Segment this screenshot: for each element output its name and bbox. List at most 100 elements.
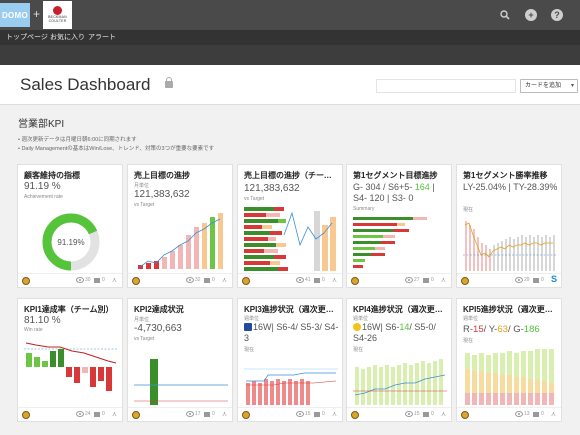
add-card-dropdown[interactable]: カードを追加 ▾ [520,79,578,93]
nav-item-favorites[interactable]: お気に入り [50,34,85,41]
bar-chart [353,217,427,268]
card-value: 16W| S6-4/ S5-3/ S4-3 [244,322,340,344]
comment-count: 0 [102,277,105,283]
comment-count: 0 [541,277,544,283]
comment-icon[interactable] [423,278,429,283]
page-header: Sales Dashboard カードを追加 ▾ [0,65,580,105]
view-count: 24 [85,411,91,417]
eye-icon [76,277,84,283]
card-subtitle: vs Target [244,196,265,202]
avatar[interactable] [242,277,250,285]
help-icon[interactable]: ? [551,9,563,21]
avatar[interactable] [461,277,469,285]
kpi-card-kpi5-weekly[interactable]: KPI5進捗状況（週次更新） 週単位 R-15/ Y-63/ G-186 現在 … [456,298,562,422]
s-badge-icon[interactable]: S [550,274,557,284]
bar-line-chart [134,359,228,405]
avatar[interactable] [22,411,30,419]
bar-line-chart [244,368,338,405]
lock-icon[interactable] [165,77,173,88]
comment-icon[interactable] [423,412,429,417]
share-icon[interactable]: ⋏ [221,277,227,284]
comment-count: 0 [102,411,105,417]
view-count: 32 [195,277,201,283]
comment-count: 0 [322,411,325,417]
card-title: KPI5進捗状況（週次更新） [463,305,555,314]
card-unit: 月単位 [134,317,150,323]
stacked-bar-chart [244,207,336,271]
share-icon[interactable]: ⋏ [440,277,446,284]
kpi-card-sales-target-team[interactable]: 売上目標の進捗（チーム別） 121,383,632 vs Target 41 0… [237,164,343,288]
kpi-card-customer-retention[interactable]: 顧客維持の指標 91.19 % Achievement rate 91.19% … [17,164,123,288]
avatar[interactable] [351,411,359,419]
card-unit: 週単位 [463,316,479,322]
comment-icon[interactable] [204,278,210,283]
share-icon[interactable]: ⋏ [440,411,446,418]
domo-logo[interactable]: DOMO [0,3,30,27]
kpi-card-sales-target[interactable]: 売上目標の進捗 月単位 121,383,632 vs Target 32 0 ⋏ [127,164,233,288]
share-icon[interactable]: ⋏ [331,411,337,418]
card-footer: 24 0 ⋏ [18,407,122,421]
comment-icon[interactable] [533,412,539,417]
comment-icon[interactable] [204,412,210,417]
avatar[interactable] [242,411,250,419]
nav-bar: トップページ お気に入り アラート [0,30,580,45]
kpi-card-kpi2[interactable]: KPI2達成状況 月単位 -4,730,663 vs Target 17 0 ⋏ [127,298,233,422]
share-icon[interactable]: ⋏ [550,411,556,418]
view-count: 30 [85,277,91,283]
value-part: 15 [473,324,484,335]
chevron-down-icon: ▾ [570,83,574,89]
avatar[interactable] [132,277,140,285]
line-bar-chart [463,221,557,271]
card-subtitle: Summary [353,206,375,212]
comment-icon[interactable] [94,278,100,283]
value-part: 186 [523,324,540,335]
kpi-card-segment1-winrate[interactable]: 第1セグメント勝率推移 LY-25.04% | TY-28.39% 現在 29 … [456,164,562,288]
card-value: R-15/ Y-63/ G-186 [463,324,540,335]
comment-icon[interactable] [94,412,100,417]
value-part: 16W| S6- [362,322,400,332]
bar-line-chart [353,359,447,405]
card-value: 121,383,632 [134,189,190,200]
kpi-card-kpi3-weekly[interactable]: KPI3進捗状況（週次更新） 週単位 16W| S6-4/ S5-3/ S4-3… [237,298,343,422]
plus-sign: + [33,7,41,21]
share-icon[interactable]: ⋏ [111,411,117,418]
share-icon[interactable]: ⋏ [111,277,117,284]
card-value: 121,383,632 [244,183,300,194]
eye-icon [405,277,413,283]
partner-logo: BECKMAN COULTER [43,1,72,29]
add-icon[interactable]: + [525,9,537,21]
card-value: -4,730,663 [134,323,182,334]
kpi-card-kpi4-weekly[interactable]: KPI4進捗状況（週次更新） 週単位 16W| S6-14/ S5-0/ S4-… [346,298,452,422]
card-title: 第1セグメント勝率推移 [463,171,548,180]
kpi-card-segment1-progress[interactable]: 第1セグメント目標進捗 G- 304 / S6+5- 164 | S4- 120… [346,164,452,288]
comment-count: 0 [431,411,434,417]
nav-item-alerts[interactable]: アラート [88,34,116,41]
search-icon[interactable] [499,9,511,21]
card-title: 第1セグメント目標進捗 [353,171,438,180]
gauge-arc [42,213,100,271]
card-footer: 15 0 ⋏ [238,407,342,421]
comment-icon[interactable] [533,278,539,283]
view-count: 15 [414,411,420,417]
comment-icon[interactable] [314,278,320,283]
comment-count: 0 [541,411,544,417]
avatar[interactable] [351,277,359,285]
value-part: 16W| S6-4/ S5-3/ S4-3 [244,322,339,343]
eye-icon [515,411,523,417]
eye-icon [296,411,304,417]
share-icon[interactable]: ⋏ [331,277,337,284]
avatar[interactable] [461,411,469,419]
card-subtitle: 現在 [244,347,255,353]
card-title: 顧客維持の指標 [24,171,80,180]
avatar[interactable] [132,411,140,419]
nav-item-top[interactable]: トップページ [6,34,48,41]
header-search-field[interactable] [376,79,516,93]
eye-icon [515,277,523,283]
comment-icon[interactable] [314,412,320,417]
share-icon[interactable]: ⋏ [221,411,227,418]
avatar[interactable] [22,277,30,285]
card-footer: 41 0 ⋏ [238,273,342,287]
kpi-card-kpi1-team[interactable]: KPI1達成率（チーム別） 81.10 % Win rate 24 0 ⋏ [17,298,123,422]
section-title: 営業部KPI [18,119,65,130]
section-notes: • 週次更新データは月曜日朝6:00に同期されます • Daily Manage… [18,136,214,154]
